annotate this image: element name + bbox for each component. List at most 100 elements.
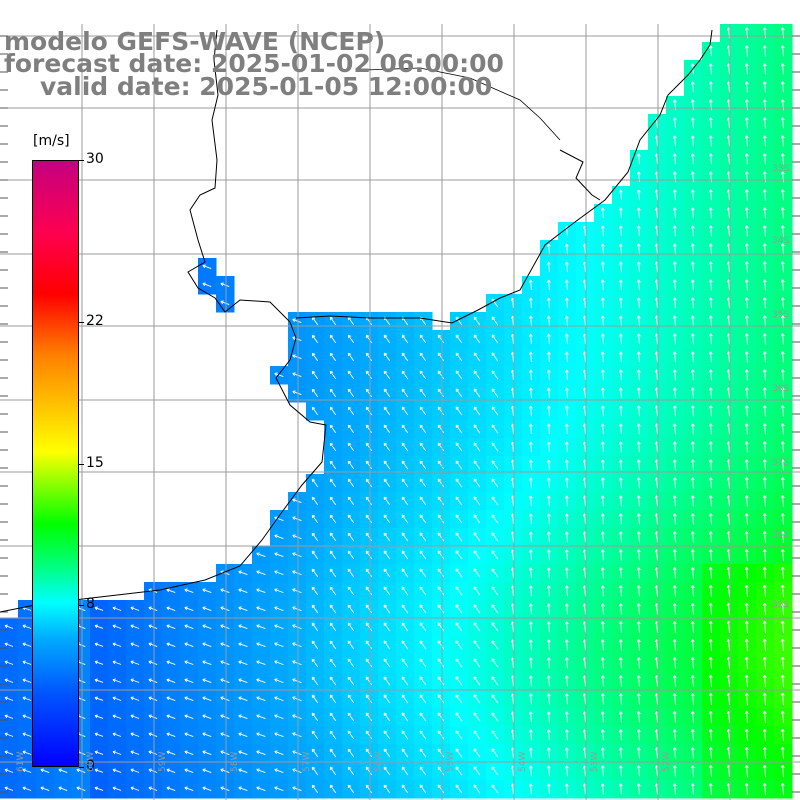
wind-arrow bbox=[148, 606, 158, 611]
wind-arrow bbox=[708, 728, 713, 741]
wind-arrow bbox=[528, 333, 533, 345]
wind-arrow bbox=[491, 460, 499, 470]
wind-arrow bbox=[419, 694, 427, 704]
wind-arrow bbox=[708, 513, 713, 525]
wind-arrow bbox=[564, 441, 569, 453]
wind-arrow bbox=[401, 550, 409, 560]
wind-arrow bbox=[419, 604, 427, 614]
wind-arrow bbox=[220, 678, 230, 684]
wind-arrow bbox=[708, 207, 713, 219]
wind-arrow bbox=[112, 606, 122, 611]
wind-arrow bbox=[672, 261, 677, 273]
wind-arrow bbox=[220, 750, 230, 755]
wind-arrow bbox=[762, 171, 767, 183]
wind-arrow bbox=[473, 460, 481, 470]
wind-arrow bbox=[401, 586, 409, 596]
wind-arrow bbox=[166, 714, 176, 719]
wind-arrow bbox=[744, 27, 749, 39]
wind-arrow bbox=[546, 477, 551, 489]
wind-arrow bbox=[455, 550, 463, 560]
wind-arrow bbox=[491, 658, 499, 668]
wind-arrow bbox=[473, 370, 481, 380]
wind-arrow bbox=[528, 423, 533, 435]
wind-arrow bbox=[365, 784, 373, 794]
wind-arrow bbox=[564, 585, 569, 597]
wind-arrow bbox=[4, 660, 14, 665]
wind-arrow bbox=[636, 405, 641, 417]
wind-arrow bbox=[491, 316, 499, 326]
wind-arrow bbox=[744, 369, 749, 381]
wind-arrow bbox=[311, 388, 319, 398]
wind-arrow bbox=[94, 678, 104, 683]
wind-arrow bbox=[708, 459, 713, 471]
wind-arrow bbox=[636, 315, 641, 327]
wind-arrow bbox=[690, 657, 695, 669]
wind-arrow bbox=[762, 27, 767, 39]
wind-arrow bbox=[636, 513, 641, 525]
wind-arrow bbox=[491, 424, 499, 434]
wind-arrow bbox=[546, 369, 551, 381]
wind-arrow bbox=[383, 784, 391, 794]
wind-arrow bbox=[383, 460, 391, 470]
wind-arrow bbox=[564, 261, 569, 273]
wind-arrow bbox=[491, 406, 499, 416]
wind-arrow bbox=[636, 297, 641, 309]
wind-arrow bbox=[762, 351, 767, 363]
wind-arrow bbox=[546, 333, 551, 345]
wind-arrow bbox=[528, 315, 533, 327]
wind-arrow bbox=[708, 477, 713, 489]
wind-arrow bbox=[780, 333, 785, 345]
wind-arrow bbox=[600, 765, 605, 777]
wind-arrow bbox=[600, 711, 605, 723]
wind-arrow bbox=[274, 732, 284, 738]
wind-arrow bbox=[347, 658, 355, 668]
wind-arrow bbox=[329, 442, 337, 452]
wind-arrow bbox=[618, 423, 623, 435]
wind-arrow bbox=[528, 711, 533, 723]
wind-arrow bbox=[690, 567, 695, 579]
wind-arrow bbox=[383, 658, 391, 668]
wind-arrow bbox=[564, 729, 569, 741]
wind-arrow bbox=[780, 351, 785, 363]
wind-arrow bbox=[311, 604, 319, 614]
wind-arrow bbox=[383, 640, 391, 650]
wind-arrow bbox=[311, 550, 319, 560]
wind-arrow bbox=[473, 604, 481, 614]
wind-arrow bbox=[546, 585, 551, 597]
wind-arrow bbox=[365, 568, 373, 578]
wind-arrow bbox=[256, 642, 266, 648]
wind-arrow bbox=[744, 171, 749, 183]
wind-arrow bbox=[365, 712, 373, 722]
wind-arrow bbox=[708, 189, 713, 201]
wind-arrow bbox=[564, 765, 569, 777]
wind-arrow bbox=[744, 135, 749, 147]
wind-arrow bbox=[202, 606, 212, 611]
wind-arrow bbox=[455, 658, 463, 668]
wind-arrow bbox=[383, 496, 391, 506]
wind-arrow bbox=[636, 729, 641, 741]
wind-arrow bbox=[762, 602, 767, 616]
wind-arrow bbox=[238, 642, 248, 648]
wind-arrow bbox=[690, 585, 695, 597]
wind-arrow bbox=[202, 624, 212, 629]
wind-arrow bbox=[744, 441, 749, 453]
wind-arrow bbox=[690, 315, 695, 327]
wind-arrow bbox=[600, 495, 605, 507]
wind-arrow bbox=[744, 99, 749, 111]
wind-arrow bbox=[780, 782, 785, 795]
wind-arrow bbox=[4, 714, 14, 719]
wind-arrow bbox=[365, 640, 373, 650]
wind-arrow bbox=[347, 694, 355, 704]
wind-arrow bbox=[708, 387, 713, 399]
wind-arrow bbox=[636, 351, 641, 363]
wind-arrow bbox=[184, 660, 194, 665]
wind-arrow bbox=[256, 552, 266, 558]
wind-arrow bbox=[473, 442, 481, 452]
wind-arrow bbox=[762, 81, 767, 93]
wind-arrow bbox=[383, 712, 391, 722]
wind-arrow bbox=[419, 514, 427, 524]
wind-arrow bbox=[762, 369, 767, 381]
wind-arrow bbox=[546, 675, 551, 687]
wind-arrow bbox=[130, 606, 140, 611]
wind-arrow bbox=[762, 441, 767, 453]
